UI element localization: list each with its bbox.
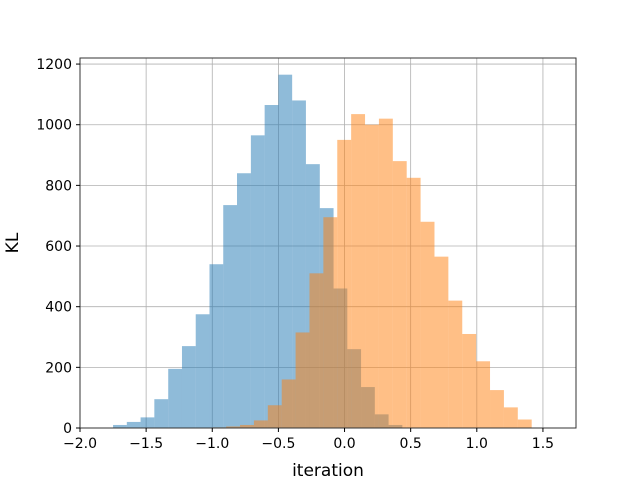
y-tick-label: 400: [45, 300, 72, 316]
y-tick-label: 800: [45, 178, 72, 194]
histogram-bar: [264, 105, 279, 429]
x-tick-label: 1.5: [532, 436, 554, 452]
histogram-bar: [406, 177, 421, 428]
y-tick-label: 200: [45, 360, 72, 376]
x-tick-label: −0.5: [261, 436, 295, 452]
histogram-bar: [237, 173, 251, 428]
x-tick-label: 0.0: [333, 436, 355, 452]
x-tick-label: 1.0: [466, 436, 488, 452]
histogram-bar: [240, 424, 254, 428]
histogram-bar: [448, 300, 463, 428]
histogram-bar: [337, 139, 352, 428]
x-axis-ticks: −2.0 −1.5 −1.0 −0.5 0.0 0.5 1.0 1.5: [63, 428, 554, 452]
histogram-bar: [140, 417, 155, 428]
y-axis-label: KL: [3, 232, 23, 253]
histogram-bar: [195, 314, 210, 428]
series-orange-bars: [212, 114, 532, 429]
histogram-bar: [462, 333, 477, 428]
histogram-bar: [378, 118, 393, 429]
histogram-bar: [126, 421, 141, 428]
histogram-bar: [309, 273, 324, 428]
histogram-bar: [490, 390, 504, 428]
histogram-bar: [154, 399, 169, 428]
x-tick-label: −1.5: [129, 436, 163, 452]
histogram-bar: [253, 420, 268, 428]
histogram-bar: [503, 407, 518, 428]
histogram-bar: [267, 405, 282, 428]
x-tick-label: −2.0: [63, 436, 97, 452]
histogram-bar: [226, 426, 241, 428]
histogram-bar: [323, 217, 338, 428]
histogram-bar: [181, 346, 196, 428]
histogram-bar: [168, 368, 182, 428]
histogram-bar: [281, 379, 296, 428]
y-axis-ticks: 0 200 400 600 800 1000 1200: [36, 57, 80, 437]
histogram-bar: [351, 114, 366, 428]
histogram-bar: [420, 221, 435, 428]
histogram-bar: [295, 332, 310, 428]
histogram-bar: [113, 424, 127, 428]
y-tick-label: 1000: [36, 118, 72, 134]
histogram-bar: [223, 205, 238, 428]
y-tick-label: 0: [63, 421, 72, 437]
histogram-bar: [278, 74, 293, 428]
histogram-bar: [517, 419, 532, 428]
y-tick-label: 600: [45, 239, 72, 255]
y-tick-label: 1200: [36, 57, 72, 73]
histogram-bar: [209, 264, 224, 428]
x-tick-label: 0.5: [400, 436, 422, 452]
histogram-bar: [434, 256, 449, 428]
histogram-bar: [476, 361, 491, 428]
histogram-bar: [250, 135, 265, 428]
histogram-bar: [392, 161, 407, 429]
axes-frame: [79, 57, 577, 429]
x-axis-label: iteration: [292, 461, 364, 480]
histogram-bar: [365, 124, 379, 428]
x-tick-label: −1.0: [195, 436, 229, 452]
